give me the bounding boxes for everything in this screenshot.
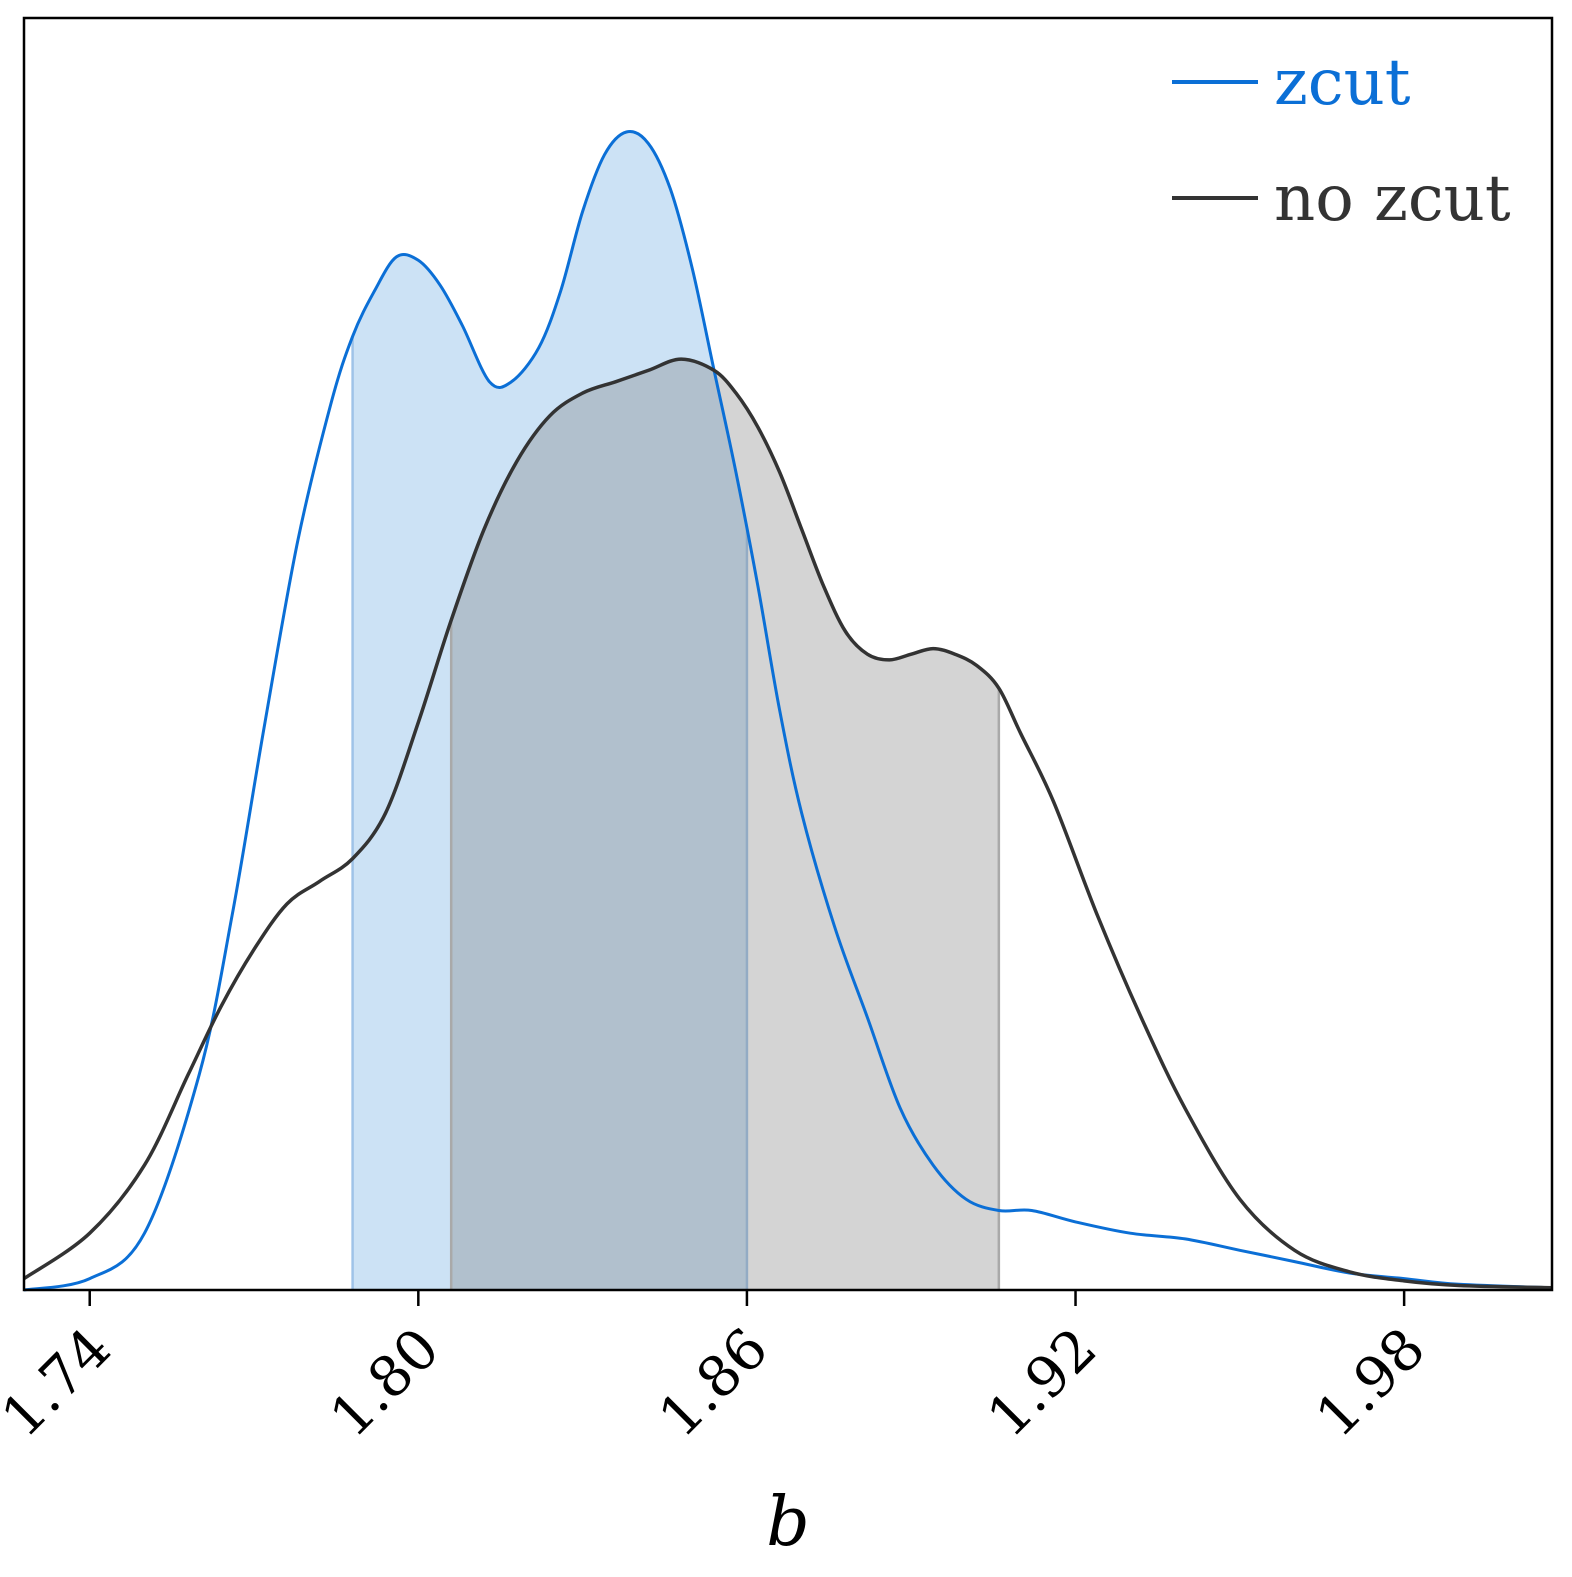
legend: zcut no zcut [1172, 46, 1511, 236]
x-tick-label: 1.74 [0, 1316, 124, 1450]
x-axis-ticks: 1.74 1.80 1.86 1.92 1.98 [0, 1290, 1438, 1450]
legend-label-zcut: zcut [1274, 46, 1411, 120]
x-axis-label: b [766, 1483, 810, 1562]
x-tick-label: 1.98 [1304, 1316, 1438, 1450]
plot-frame [22, 16, 1554, 1292]
x-tick-label: 1.92 [975, 1316, 1109, 1450]
series-line-zcut [23, 130, 1553, 1292]
interval-fill-no-zcut [451, 359, 999, 1291]
series-line-no-zcut [23, 357, 1553, 1290]
x-tick-label: 1.80 [318, 1316, 452, 1450]
legend-label-no-zcut: no zcut [1274, 162, 1511, 236]
x-tick-label: 1.86 [647, 1316, 781, 1450]
credible-interval-fills [351, 131, 1001, 1291]
series-lines [23, 130, 1553, 1292]
